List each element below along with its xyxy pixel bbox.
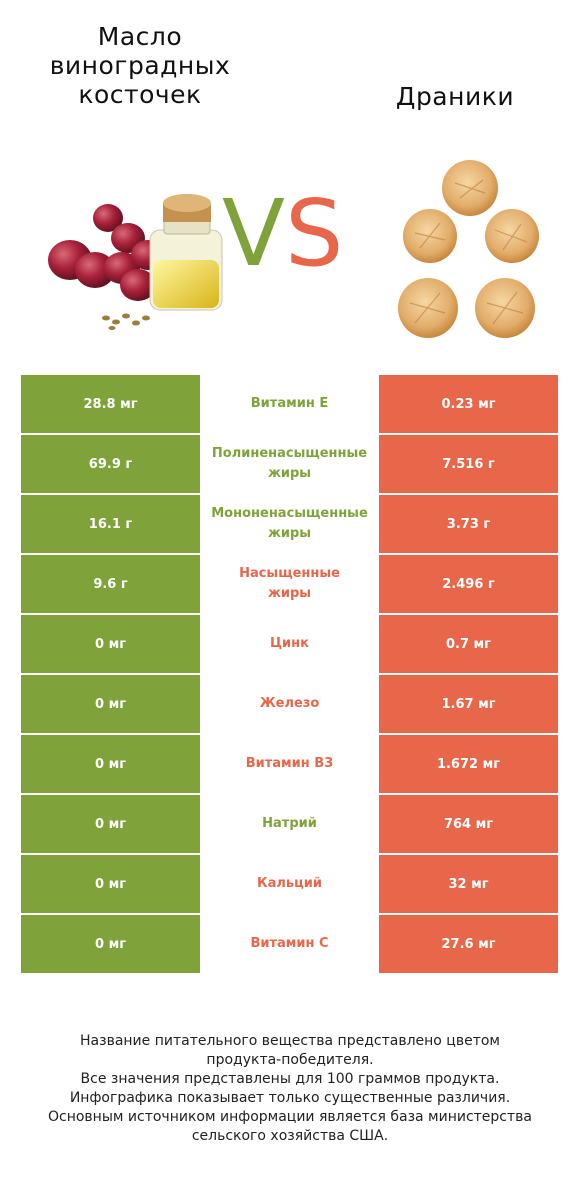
nutrient-name: Полиненасыщенные жиры xyxy=(200,435,379,493)
right-value: 1.672 мг xyxy=(379,735,558,793)
left-title-line: косточек xyxy=(78,80,202,109)
nutrient-name: Насыщенные жиры xyxy=(200,555,379,613)
footer-line: Инфографика показывает только существенн… xyxy=(69,1090,511,1106)
draniki-image xyxy=(398,160,539,338)
nutrient-name: Железо xyxy=(200,675,379,733)
nutrient-name-line: Насыщенные xyxy=(239,566,340,581)
table-row: 0 мг Кальций 32 мг xyxy=(21,855,558,913)
vs-label: VS xyxy=(222,188,343,280)
footer-line: сельского хозяйства США. xyxy=(191,1128,389,1144)
nutrient-name-line: Витамин B3 xyxy=(245,756,334,771)
nutrient-name-line: Натрий xyxy=(262,816,317,831)
right-value: 3.73 г xyxy=(379,495,558,553)
nutrient-name: Цинк xyxy=(200,615,379,673)
nutrient-name-line: жиры xyxy=(267,466,312,481)
comparison-table: 28.8 мг Витамин E 0.23 мг 69.9 г Полиненасыщ… xyxy=(21,373,558,975)
table-row: 69.9 г Полиненасыщенные жиры 7.516 г xyxy=(21,435,558,493)
left-value: 69.9 г xyxy=(21,435,200,493)
right-value: 2.496 г xyxy=(379,555,558,613)
right-value: 0.23 мг xyxy=(379,375,558,433)
nutrient-name: Витамин E xyxy=(200,375,379,433)
left-value: 16.1 г xyxy=(21,495,200,553)
right-value: 1.67 мг xyxy=(379,675,558,733)
nutrient-name-line: жиры xyxy=(267,586,312,601)
grapeseed-oil-image xyxy=(48,194,223,330)
left-title-line: Масло xyxy=(97,22,183,51)
footer-line: продукта-победителя. xyxy=(206,1052,374,1068)
left-value: 0 мг xyxy=(21,675,200,733)
right-value: 7.516 г xyxy=(379,435,558,493)
table-row: 0 мг Натрий 764 мг xyxy=(21,795,558,853)
right-value: 764 мг xyxy=(379,795,558,853)
right-product-title: Драники xyxy=(395,82,515,111)
table-row: 0 мг Витамин C 27.6 мг xyxy=(21,915,558,973)
nutrient-name: Мононенасыщенные жиры xyxy=(200,495,379,553)
nutrient-name-line: Железо xyxy=(259,696,320,711)
nutrient-name-line: Полиненасыщенные xyxy=(211,446,368,461)
left-value: 9.6 г xyxy=(21,555,200,613)
nutrient-name: Натрий xyxy=(200,795,379,853)
footer-line: Основным источником информации является … xyxy=(48,1109,532,1125)
footer-line: Название питательного вещества представл… xyxy=(80,1033,500,1049)
table-row: 0 мг Железо 1.67 мг xyxy=(21,675,558,733)
nutrient-name: Кальций xyxy=(200,855,379,913)
footer-note: Название питательного вещества представл… xyxy=(20,1032,560,1146)
nutrient-name-line: жиры xyxy=(267,526,312,541)
table-row: 28.8 мг Витамин E 0.23 мг xyxy=(21,375,558,433)
left-value: 0 мг xyxy=(21,915,200,973)
table-row: 0 мг Витамин B3 1.672 мг xyxy=(21,735,558,793)
table-row: 16.1 г Мононенасыщенные жиры 3.73 г xyxy=(21,495,558,553)
vs-v: V xyxy=(222,180,285,287)
left-value: 0 мг xyxy=(21,855,200,913)
left-value: 0 мг xyxy=(21,615,200,673)
nutrient-name: Витамин C xyxy=(200,915,379,973)
vs-s: S xyxy=(284,180,344,287)
left-value: 0 мг xyxy=(21,795,200,853)
nutrient-name: Витамин B3 xyxy=(200,735,379,793)
nutrient-name-line: Цинк xyxy=(270,636,309,651)
table-row: 9.6 г Насыщенные жиры 2.496 г xyxy=(21,555,558,613)
nutrient-name-line: Мононенасыщенные xyxy=(211,506,368,521)
left-title-line: виноградных xyxy=(49,51,231,80)
left-value: 0 мг xyxy=(21,735,200,793)
table-row: 0 мг Цинк 0.7 мг xyxy=(21,615,558,673)
right-value: 32 мг xyxy=(379,855,558,913)
nutrient-name-line: Витамин C xyxy=(250,936,329,951)
right-value: 0.7 мг xyxy=(379,615,558,673)
nutrient-name-line: Витамин E xyxy=(250,396,329,411)
left-value: 28.8 мг xyxy=(21,375,200,433)
left-product-title: Масло виноградных косточек xyxy=(40,22,240,109)
footer-line: Все значения представлены для 100 граммо… xyxy=(80,1071,500,1087)
right-value: 27.6 мг xyxy=(379,915,558,973)
nutrient-name-line: Кальций xyxy=(257,876,322,891)
